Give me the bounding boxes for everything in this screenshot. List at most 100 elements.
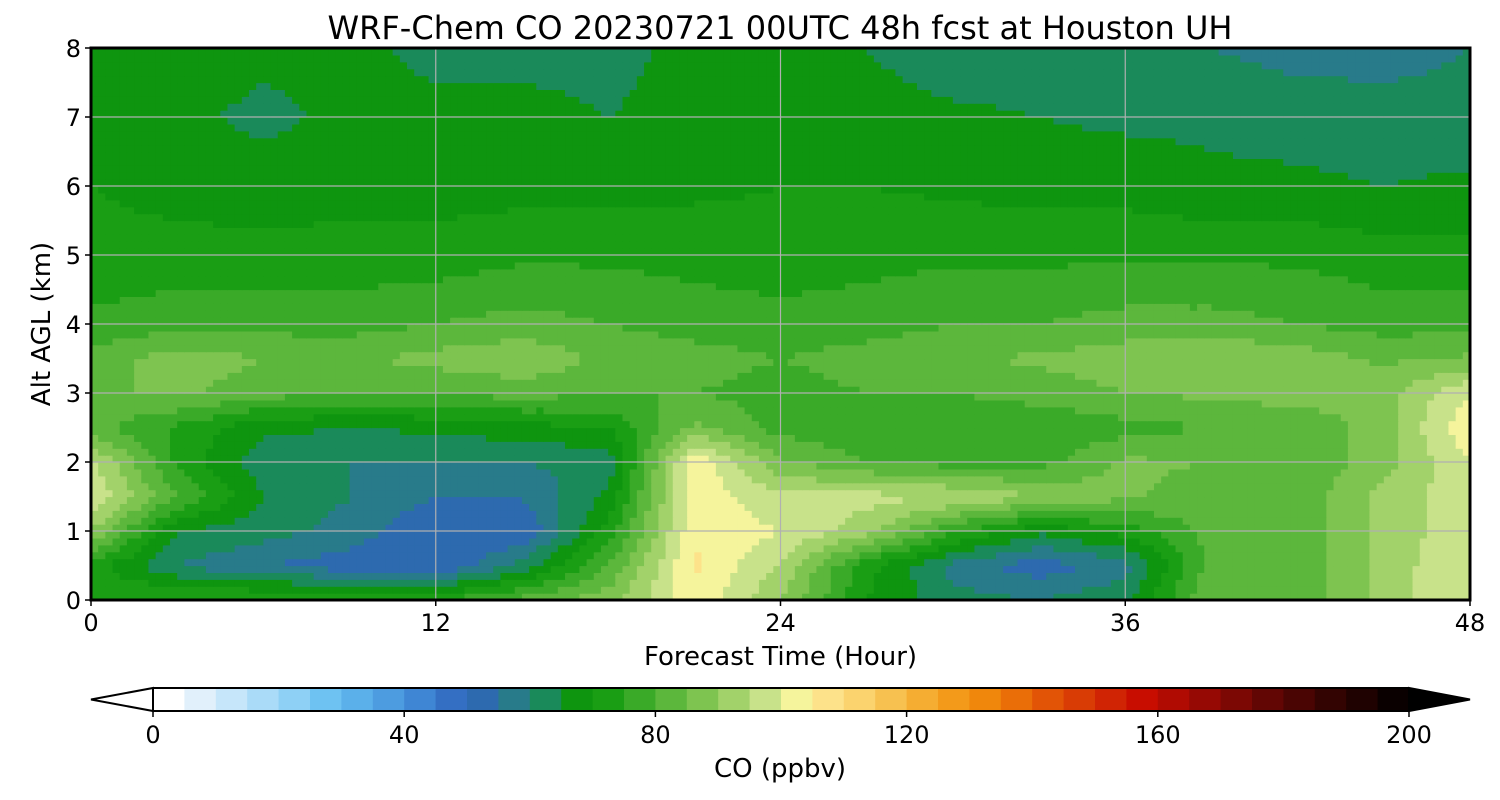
contour-cell bbox=[91, 413, 99, 422]
contour-cell bbox=[407, 462, 415, 470]
contour-cell bbox=[1118, 441, 1126, 449]
contour-cell bbox=[536, 475, 545, 484]
contour-cell bbox=[995, 496, 1004, 504]
contour-cell bbox=[1118, 544, 1126, 553]
contour-cell bbox=[536, 558, 545, 567]
contour-cell bbox=[371, 558, 379, 567]
contour-cell bbox=[1441, 496, 1450, 504]
contour-cell bbox=[220, 496, 229, 504]
contour-cell bbox=[644, 420, 652, 429]
contour-cell bbox=[241, 503, 250, 511]
contour-cell bbox=[198, 434, 207, 442]
contour-cell bbox=[313, 468, 322, 477]
contour-cell bbox=[399, 475, 408, 484]
contour-cell bbox=[758, 537, 767, 546]
contour-cell bbox=[148, 489, 157, 498]
contour-cell bbox=[227, 462, 236, 470]
contour-cell bbox=[399, 420, 408, 429]
contour-cell bbox=[378, 448, 387, 456]
contour-cell bbox=[1161, 441, 1169, 449]
contour-cell bbox=[435, 551, 444, 560]
contour-cell bbox=[220, 468, 229, 477]
contour-cell bbox=[1319, 593, 1327, 601]
contour-cell bbox=[457, 441, 466, 449]
contour-cell bbox=[292, 448, 300, 456]
contour-cell bbox=[486, 427, 494, 435]
contour-cell bbox=[1103, 524, 1112, 532]
contour-cell bbox=[507, 510, 516, 518]
contour-cell bbox=[493, 455, 501, 463]
contour-cell bbox=[550, 524, 559, 532]
contour-cell bbox=[1074, 544, 1083, 553]
contour-cell bbox=[378, 503, 387, 511]
contour-cell bbox=[924, 572, 932, 580]
contour-cell bbox=[744, 586, 753, 594]
contour-cell bbox=[924, 489, 932, 498]
contour-cell bbox=[615, 544, 624, 553]
contour-cell bbox=[924, 448, 932, 456]
contour-cell bbox=[1434, 475, 1442, 484]
contour-cell bbox=[816, 593, 825, 601]
contour-cell bbox=[766, 489, 774, 498]
contour-cell bbox=[399, 531, 408, 539]
contour-cell bbox=[809, 593, 818, 601]
contour-cell bbox=[1390, 531, 1399, 539]
contour-cell bbox=[428, 593, 437, 601]
contour-cell bbox=[1276, 579, 1284, 587]
contour-cell bbox=[737, 427, 746, 435]
contour-cell bbox=[342, 427, 351, 435]
contour-cell bbox=[866, 531, 875, 539]
contour-cell bbox=[1031, 537, 1040, 546]
contour-cell bbox=[1153, 544, 1162, 553]
contour-cell bbox=[249, 468, 257, 477]
contour-cell bbox=[184, 462, 193, 470]
contour-cell bbox=[823, 565, 832, 573]
contour-cell bbox=[177, 482, 185, 491]
contour-cell bbox=[1347, 434, 1356, 442]
contour-cell bbox=[392, 579, 401, 587]
contour-cell bbox=[1089, 524, 1098, 532]
contour-cell bbox=[916, 441, 925, 449]
contour-cell bbox=[586, 475, 595, 484]
contour-cell bbox=[794, 558, 803, 567]
contour-cell bbox=[794, 572, 803, 580]
contour-cell bbox=[974, 565, 983, 573]
contour-cell bbox=[457, 503, 466, 511]
contour-cell bbox=[1168, 586, 1177, 594]
contour-cell bbox=[1017, 537, 1026, 546]
contour-cell bbox=[615, 420, 624, 429]
contour-cell bbox=[1161, 496, 1169, 504]
contour-cell bbox=[371, 517, 379, 525]
contour-cell bbox=[1398, 586, 1406, 594]
contour-cell bbox=[155, 441, 164, 449]
contour-cell bbox=[1039, 448, 1047, 456]
contour-cell bbox=[1182, 434, 1191, 442]
contour-cell bbox=[1139, 455, 1148, 463]
contour-cell bbox=[529, 489, 537, 498]
contour-cell bbox=[715, 572, 724, 580]
contour-cell bbox=[471, 565, 480, 573]
contour-cell bbox=[1462, 468, 1471, 477]
contour-cell bbox=[1082, 420, 1090, 429]
contour-cell bbox=[830, 462, 839, 470]
contour-cell bbox=[960, 572, 968, 580]
contour-cell bbox=[1319, 427, 1327, 435]
contour-cell bbox=[622, 537, 631, 546]
contour-cell bbox=[651, 482, 659, 491]
contour-cell bbox=[148, 503, 157, 511]
contour-cell bbox=[220, 537, 229, 546]
contour-cell bbox=[1362, 565, 1371, 573]
contour-cell bbox=[507, 565, 516, 573]
contour-cell bbox=[1369, 468, 1378, 477]
contour-cell bbox=[1168, 496, 1177, 504]
contour-cell bbox=[787, 565, 796, 573]
contour-cell bbox=[802, 551, 810, 560]
contour-cell bbox=[945, 475, 954, 484]
contour-cell bbox=[1369, 579, 1378, 587]
contour-cell bbox=[1441, 551, 1450, 560]
contour-cell bbox=[1089, 586, 1098, 594]
contour-cell bbox=[902, 420, 911, 429]
contour-cell bbox=[478, 586, 487, 594]
contour-cell bbox=[148, 420, 157, 429]
contour-cell bbox=[572, 496, 580, 504]
